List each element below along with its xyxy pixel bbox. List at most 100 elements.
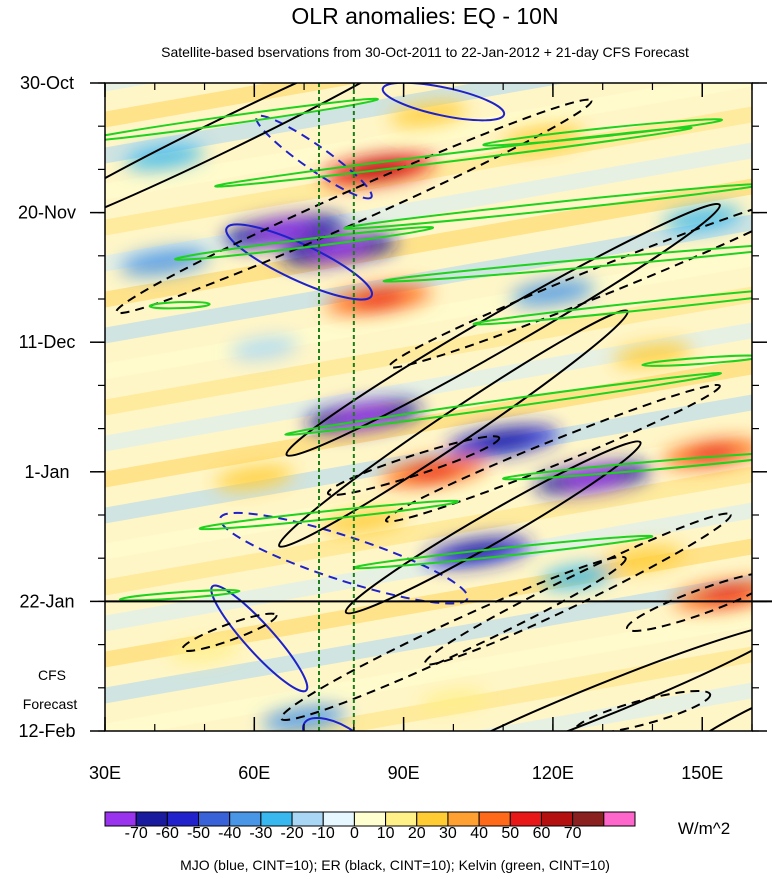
anomaly-band xyxy=(105,358,752,488)
reference-lines xyxy=(318,83,355,731)
colorbar-label: -40 xyxy=(218,825,241,842)
colorbar-label: 10 xyxy=(377,825,395,842)
anomaly-core xyxy=(475,432,532,450)
kelvin-contour xyxy=(472,284,752,326)
mjo-contour xyxy=(381,83,506,122)
anomaly-band xyxy=(105,322,752,452)
kelvin-contour xyxy=(214,126,693,188)
forecast-label-line1: CFS xyxy=(38,667,66,683)
er-contour xyxy=(388,192,752,369)
anomaly-core xyxy=(253,221,315,241)
colorbar-label: 40 xyxy=(470,825,488,842)
x-axis: 30E 60E 90E 120E 150E xyxy=(89,83,753,783)
er-contour xyxy=(181,612,278,652)
kelvin-contour xyxy=(174,226,435,261)
x-tick-label: 90E xyxy=(388,763,420,783)
mjo-contour xyxy=(210,584,309,693)
anomaly-band xyxy=(105,83,154,92)
er-contour xyxy=(647,689,752,731)
colorbar-swatch xyxy=(229,811,262,827)
kelvin-contour xyxy=(382,241,752,283)
anomaly-cell xyxy=(321,508,406,534)
er-contour xyxy=(105,83,447,240)
y-tick-label: 1-Jan xyxy=(24,462,69,482)
anomaly-band xyxy=(268,646,752,731)
kelvin-contour xyxy=(641,354,752,367)
y-axis: 30-Oct 20-Nov 11-Dec 1-Jan 22-Jan 12-Feb xyxy=(18,73,767,741)
colorbar-label: 30 xyxy=(439,825,457,842)
colorbar: -70 -60 -50 -40 -30 -20 -10 0 10 20 30 40 50 60 70 xyxy=(104,811,636,842)
er-contour xyxy=(115,98,593,315)
chart-subtitle: Satellite-based bservations from 30-Oct-… xyxy=(161,44,689,60)
anomaly-cell xyxy=(389,101,468,127)
kelvin-contour xyxy=(502,450,752,481)
kelvin-contour xyxy=(482,118,724,147)
anomaly-band xyxy=(105,178,752,308)
er-contour xyxy=(326,435,501,497)
colorbar-label: -70 xyxy=(125,825,148,842)
y-tick-label: 30-Oct xyxy=(20,73,74,93)
colorbar-label: -50 xyxy=(187,825,210,842)
anomaly-core xyxy=(352,290,406,308)
colorbar-label: 50 xyxy=(501,825,519,842)
colorbar-swatch xyxy=(166,811,200,827)
kelvin-contour xyxy=(343,183,752,230)
anomaly-band xyxy=(105,574,752,704)
colorbar-label: -30 xyxy=(249,825,272,842)
kelvin-contour xyxy=(105,97,379,143)
anomaly-cell xyxy=(510,280,596,306)
anomaly-core xyxy=(406,463,460,481)
kelvin-contour xyxy=(148,300,211,310)
anomaly-band xyxy=(105,83,360,128)
anomaly-band xyxy=(105,610,752,731)
anomaly-cell xyxy=(125,144,205,170)
anomaly-cell xyxy=(419,688,488,712)
x-tick-label: 150E xyxy=(681,763,723,783)
y-tick-label: 20-Nov xyxy=(18,203,76,223)
er-contour xyxy=(280,555,627,722)
colorbar-swatch xyxy=(198,811,231,827)
x-tick-label: 120E xyxy=(532,763,574,783)
er-contour xyxy=(344,440,642,615)
colorbar-swatch xyxy=(572,811,605,827)
anomaly-core xyxy=(334,407,394,426)
anomaly-cell xyxy=(662,206,742,231)
colorbar-label: 20 xyxy=(408,825,426,842)
anomaly-band xyxy=(105,466,752,596)
colorbar-swatch xyxy=(104,811,137,827)
anomaly-cell xyxy=(230,337,299,360)
anomaly-cell xyxy=(214,465,294,491)
x-tick-label: 60E xyxy=(238,763,270,783)
anomaly-band xyxy=(474,682,752,731)
mjo-contour xyxy=(255,114,373,200)
colorbar-swatch xyxy=(478,811,511,827)
colorbar-swatch xyxy=(385,811,418,827)
colorbar-label: -10 xyxy=(312,825,335,842)
mjo-contour xyxy=(225,223,374,301)
kelvin-contour xyxy=(284,372,723,436)
kelvin-contour xyxy=(118,589,241,602)
er-contour xyxy=(285,202,721,457)
y-tick-label: 11-Dec xyxy=(19,332,76,352)
colorbar-label: -20 xyxy=(280,825,303,842)
wave-filter-contours xyxy=(105,83,752,731)
colorbar-swatch xyxy=(509,811,542,827)
colorbar-swatch xyxy=(416,811,449,827)
er-contour xyxy=(384,383,721,523)
anomaly-cell xyxy=(261,705,347,731)
colorbar-swatch xyxy=(603,811,636,827)
er-contour xyxy=(573,689,712,731)
y-tick-label: 12-Feb xyxy=(18,721,75,741)
colorbar-label: 60 xyxy=(533,825,551,842)
colorbar-swatch xyxy=(135,811,168,827)
colorbar-label: 70 xyxy=(564,825,582,842)
er-contour xyxy=(416,622,752,731)
y-tick-label: 22-Jan xyxy=(19,591,74,611)
colorbar-swatch xyxy=(291,811,324,827)
chart-title: OLR anomalies: EQ - 10N xyxy=(291,3,558,29)
colorbar-units: W/m^2 xyxy=(678,819,730,838)
anomaly-band xyxy=(105,106,752,236)
kelvin-contour xyxy=(198,499,460,531)
x-tick-label: 30E xyxy=(89,763,121,783)
